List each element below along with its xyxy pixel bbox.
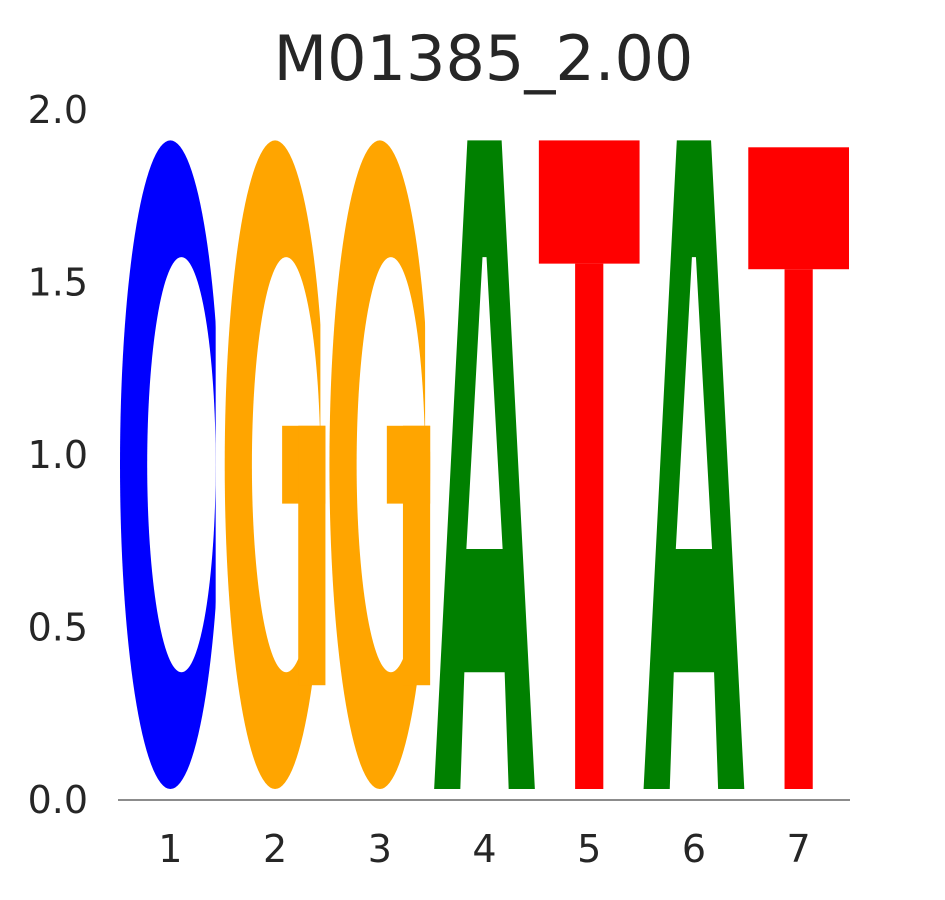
x-tick-label: 7 <box>787 827 811 871</box>
letter-C <box>120 140 222 789</box>
letter-G <box>224 140 327 789</box>
x-tick-label: 2 <box>263 827 287 871</box>
letter-T <box>748 147 849 789</box>
x-tick-label: 4 <box>472 827 496 871</box>
letter-T <box>538 140 640 789</box>
x-tick-label: 1 <box>158 827 182 871</box>
x-axis: 1 2 3 4 5 6 7 <box>158 827 810 871</box>
y-tick-label: 2.0 <box>28 88 88 132</box>
letter-A <box>643 140 745 789</box>
y-tick-label: 1.0 <box>28 433 88 477</box>
x-tick-label: 3 <box>368 827 392 871</box>
letter-stacks <box>120 140 849 789</box>
letter-A <box>434 140 535 789</box>
letter-G <box>329 140 432 789</box>
y-tick-label: 0.0 <box>28 778 88 822</box>
y-axis: 0.0 0.5 1.0 1.5 2.0 <box>28 88 88 822</box>
x-tick-label: 6 <box>682 827 706 871</box>
y-tick-label: 1.5 <box>28 261 88 305</box>
chart-title: M01385_2.00 <box>273 22 694 95</box>
y-tick-label: 0.5 <box>28 606 88 650</box>
x-tick-label: 5 <box>577 827 601 871</box>
